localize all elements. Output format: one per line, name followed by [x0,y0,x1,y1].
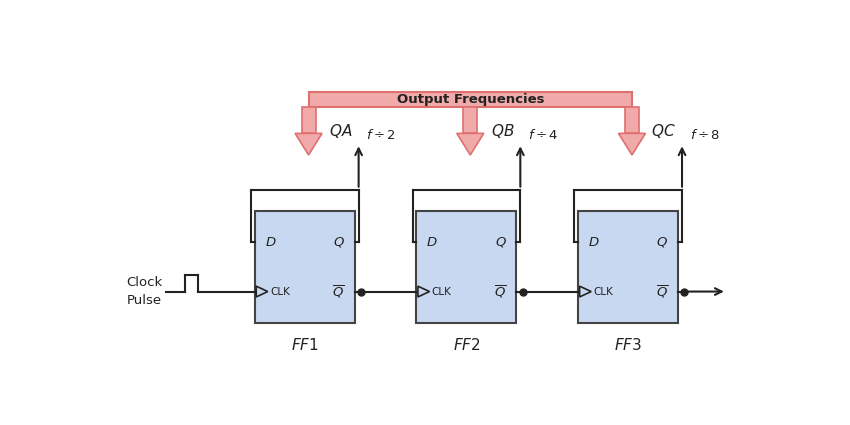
Text: $\mathit{f \div 4}$: $\mathit{f \div 4}$ [528,128,558,142]
Polygon shape [295,133,322,155]
Text: $D$: $D$ [264,236,276,249]
Text: $\overline{Q}$: $\overline{Q}$ [494,283,507,300]
Text: CLK: CLK [432,286,451,297]
Bar [302,107,315,133]
Text: $\mathit{FF2}$: $\mathit{FF2}$ [452,337,480,353]
Polygon shape [619,133,645,155]
Bar [309,92,632,107]
Text: $\mathit{QC}$: $\mathit{QC}$ [651,122,676,140]
FancyBboxPatch shape [255,211,354,323]
Text: $D$: $D$ [427,236,438,249]
Text: $D$: $D$ [588,236,599,249]
FancyBboxPatch shape [578,211,678,323]
Bar [625,107,639,133]
Text: $\mathit{FF1}$: $\mathit{FF1}$ [291,337,319,353]
Text: $Q$: $Q$ [333,235,345,249]
Bar [463,107,477,133]
Polygon shape [456,133,484,155]
Text: Pulse: Pulse [128,294,162,307]
Text: CLK: CLK [593,286,614,297]
Text: $Q$: $Q$ [495,235,507,249]
FancyBboxPatch shape [416,211,517,323]
Text: $\mathit{FF3}$: $\mathit{FF3}$ [614,337,642,353]
Text: $Q$: $Q$ [656,235,668,249]
Text: $\overline{Q}$: $\overline{Q}$ [332,283,345,300]
Text: Clock: Clock [126,276,162,289]
Text: $\mathit{QB}$: $\mathit{QB}$ [490,122,514,140]
Text: $\mathit{f \div 8}$: $\mathit{f \div 8}$ [689,128,720,142]
Text: $\overline{Q}$: $\overline{Q}$ [655,283,668,300]
Text: $\mathit{QA}$: $\mathit{QA}$ [329,122,353,140]
Text: $\mathit{f \div 2}$: $\mathit{f \div 2}$ [366,128,396,142]
Text: CLK: CLK [270,286,290,297]
Text: Output Frequencies: Output Frequencies [396,93,544,106]
